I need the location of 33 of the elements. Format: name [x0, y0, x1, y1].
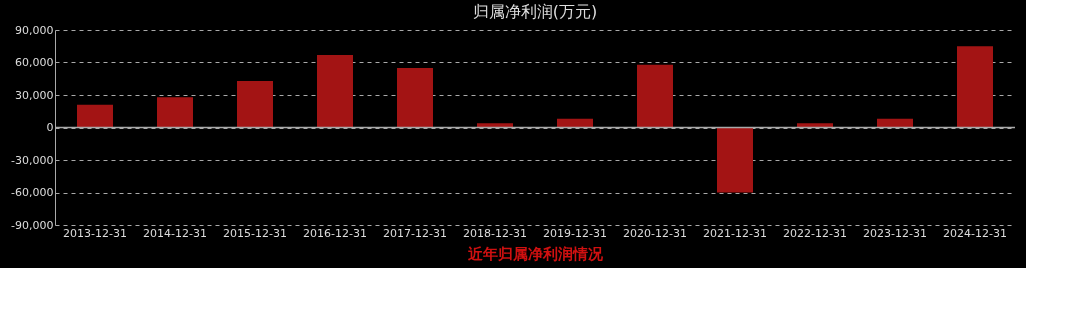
y-tick-label: -60,000 — [11, 186, 54, 199]
y-tick-label: 30,000 — [15, 88, 54, 102]
y-tick-label: -30,000 — [11, 153, 54, 167]
bar — [637, 64, 673, 128]
bar — [317, 54, 353, 128]
x-tick-label: 2020-12-31 — [623, 226, 687, 240]
bar — [77, 104, 113, 128]
bar — [957, 46, 993, 128]
x-tick-label: 2015-12-31 — [223, 226, 287, 240]
y-tick-label: 60,000 — [15, 56, 54, 69]
bar — [717, 127, 753, 193]
x-tick-label: 2023-12-31 — [863, 226, 927, 240]
x-tick-label: 2017-12-31 — [383, 226, 447, 240]
x-tick-label: 2013-12-31 — [63, 226, 127, 240]
bar — [557, 118, 593, 128]
chart-title: 归属净利润(万元) — [472, 2, 598, 21]
bar — [877, 118, 913, 128]
bar — [797, 123, 833, 128]
x-tick-label: 2022-12-31 — [783, 226, 847, 240]
x-tick-label: 2024-12-31 — [943, 226, 1007, 240]
x-tick-label: 2016-12-31 — [303, 226, 367, 240]
y-tick-label: -90,000 — [11, 218, 54, 232]
y-tick-label: 0 — [46, 121, 54, 134]
x-tick-label: 2014-12-31 — [143, 226, 207, 240]
x-tick-label: 2018-12-31 — [463, 226, 527, 240]
x-tick-label: 2021-12-31 — [703, 226, 767, 240]
text: 近年归属净利润情况 — [466, 245, 604, 263]
y-tick-label: 90,000 — [15, 23, 54, 37]
bar — [477, 123, 513, 128]
bar — [397, 67, 433, 128]
x-tick-label: 2019-12-31 — [543, 226, 607, 240]
bar — [237, 80, 273, 128]
bar — [157, 97, 193, 128]
